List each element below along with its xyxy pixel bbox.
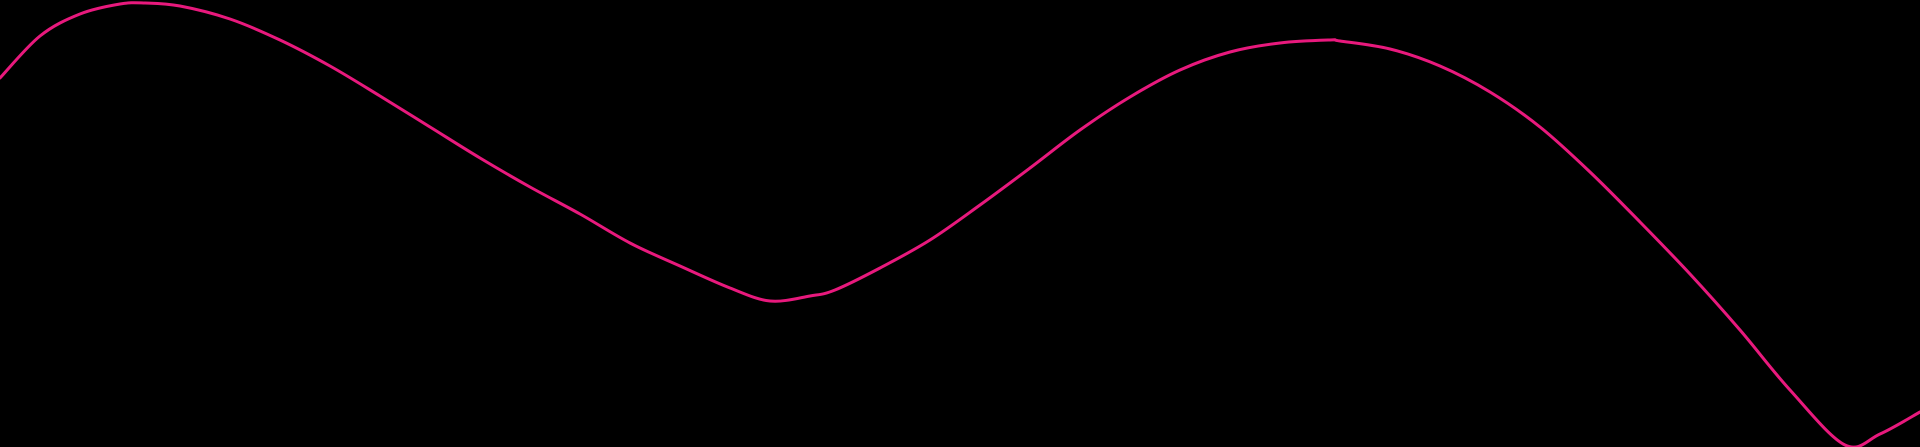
line-chart-svg	[0, 0, 1920, 447]
wave-curve-path	[0, 1, 1920, 447]
chart-canvas: wave	[0, 0, 1920, 447]
chart-background	[0, 0, 1920, 447]
